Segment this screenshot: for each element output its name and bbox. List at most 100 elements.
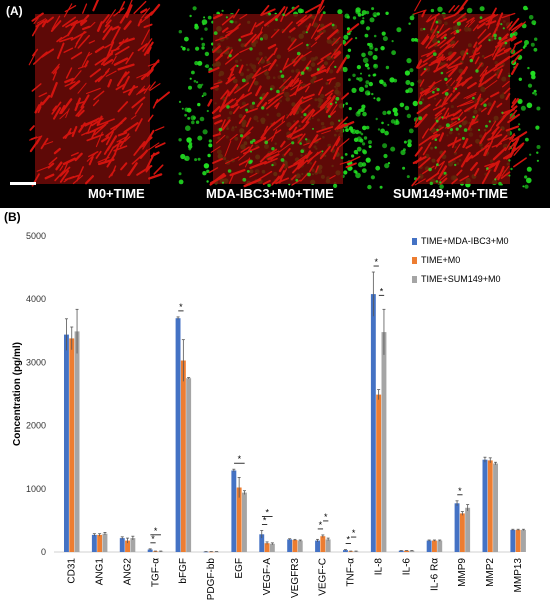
- bar: [292, 540, 298, 552]
- error-bar: [511, 528, 515, 531]
- bar: [158, 551, 164, 552]
- error-bar: [92, 533, 96, 537]
- bar: [242, 492, 247, 552]
- panel-a-label: (A): [6, 4, 23, 18]
- x-tick-label: TGF-α: [150, 558, 161, 587]
- error-bar: [432, 539, 436, 542]
- bar: [510, 529, 516, 552]
- bar-group: [454, 500, 471, 552]
- error-bar: [131, 535, 135, 540]
- bar: [459, 513, 465, 552]
- svg-text:*: *: [374, 257, 378, 267]
- bar: [437, 540, 443, 552]
- error-bar: [371, 271, 375, 317]
- x-tick-label: VEGF-A: [262, 558, 273, 596]
- bar-group: [231, 468, 247, 552]
- bar: [465, 507, 471, 552]
- error-bar: [70, 326, 74, 350]
- bar: [348, 551, 354, 552]
- bar: [264, 543, 270, 552]
- bar-group: [426, 539, 443, 552]
- significance-marker: *: [234, 454, 245, 464]
- bar: [315, 540, 320, 552]
- tumor-cells-overlay-2: [418, 16, 511, 186]
- bar: [269, 543, 275, 552]
- bar: [236, 487, 242, 552]
- error-bar: [159, 550, 163, 552]
- bar: [180, 360, 186, 552]
- error-bar: [103, 532, 107, 535]
- error-bar: [260, 530, 264, 539]
- x-tick-label: VEGFR3: [290, 558, 301, 598]
- significance-marker: *: [261, 508, 273, 518]
- significance-marker: *: [457, 486, 463, 496]
- bar: [203, 551, 209, 553]
- error-bar: [187, 377, 191, 379]
- bar: [404, 550, 409, 552]
- svg-text:*: *: [263, 516, 267, 526]
- error-bar: [148, 548, 152, 551]
- error-bar: [326, 537, 330, 541]
- y-tick-label: 4000: [26, 294, 46, 304]
- significance-marker: *: [178, 302, 184, 312]
- significance-marker: *: [317, 520, 324, 530]
- significance-marker: *: [373, 257, 379, 267]
- svg-text:*: *: [324, 512, 328, 522]
- legend-swatch: [412, 257, 417, 264]
- significance-marker: *: [261, 516, 268, 526]
- error-bar: [488, 457, 492, 463]
- error-bar: [354, 550, 358, 552]
- bar: [259, 534, 265, 552]
- y-tick-label: 3000: [26, 357, 46, 367]
- bar: [454, 503, 460, 552]
- error-bar: [265, 541, 269, 545]
- bar-group: [203, 551, 219, 553]
- legend-swatch: [412, 238, 417, 245]
- bar-group: [315, 534, 331, 552]
- cytokine-bar-chart: Concentration (pg/ml) 0 1000 2000 3000 4000 50…: [12, 231, 526, 600]
- bar: [353, 551, 359, 552]
- bar-group: [343, 549, 359, 552]
- error-bar: [466, 504, 470, 511]
- x-tick-label: CD31: [67, 558, 78, 584]
- error-bar: [120, 536, 124, 540]
- bar: [153, 551, 158, 552]
- bar: [398, 550, 404, 552]
- error-bar: [521, 528, 525, 531]
- error-bar: [270, 542, 274, 545]
- legend-label: TIME+M0: [421, 255, 460, 265]
- error-bar: [343, 549, 347, 551]
- bar-group: [287, 538, 303, 552]
- bar: [521, 529, 526, 552]
- bar: [320, 536, 326, 552]
- error-bar: [176, 316, 180, 320]
- y-tick-label: 5000: [26, 231, 46, 241]
- bar-group: [370, 271, 387, 552]
- error-bar: [494, 461, 498, 465]
- error-bar: [460, 511, 464, 516]
- bar: [214, 551, 219, 553]
- y-axis-title: Concentration (pg/ml): [12, 342, 23, 446]
- bar: [208, 551, 214, 553]
- bar: [487, 460, 493, 552]
- y-tick-label: 0: [41, 547, 46, 557]
- tumor-cells-overlay-1: [213, 12, 344, 184]
- svg-text:*: *: [179, 302, 183, 312]
- error-bar: [126, 537, 130, 544]
- x-tick-label: ANG2: [122, 558, 133, 586]
- bar: [74, 331, 80, 552]
- svg-text:*: *: [151, 534, 155, 544]
- legend-label: TIME+MDA-IBC3+M0: [421, 236, 509, 246]
- svg-text:*: *: [352, 528, 356, 538]
- error-bar: [298, 539, 302, 542]
- vessel-network-1: [207, 0, 361, 188]
- bar: [102, 533, 108, 552]
- bar-group: [91, 532, 108, 552]
- bar: [426, 540, 432, 552]
- x-tick-label: MMP2: [485, 558, 496, 587]
- svg-text:*: *: [265, 508, 269, 518]
- bar: [231, 470, 237, 552]
- svg-text:*: *: [238, 454, 242, 464]
- bar: [119, 538, 125, 552]
- legend-swatch: [412, 276, 417, 283]
